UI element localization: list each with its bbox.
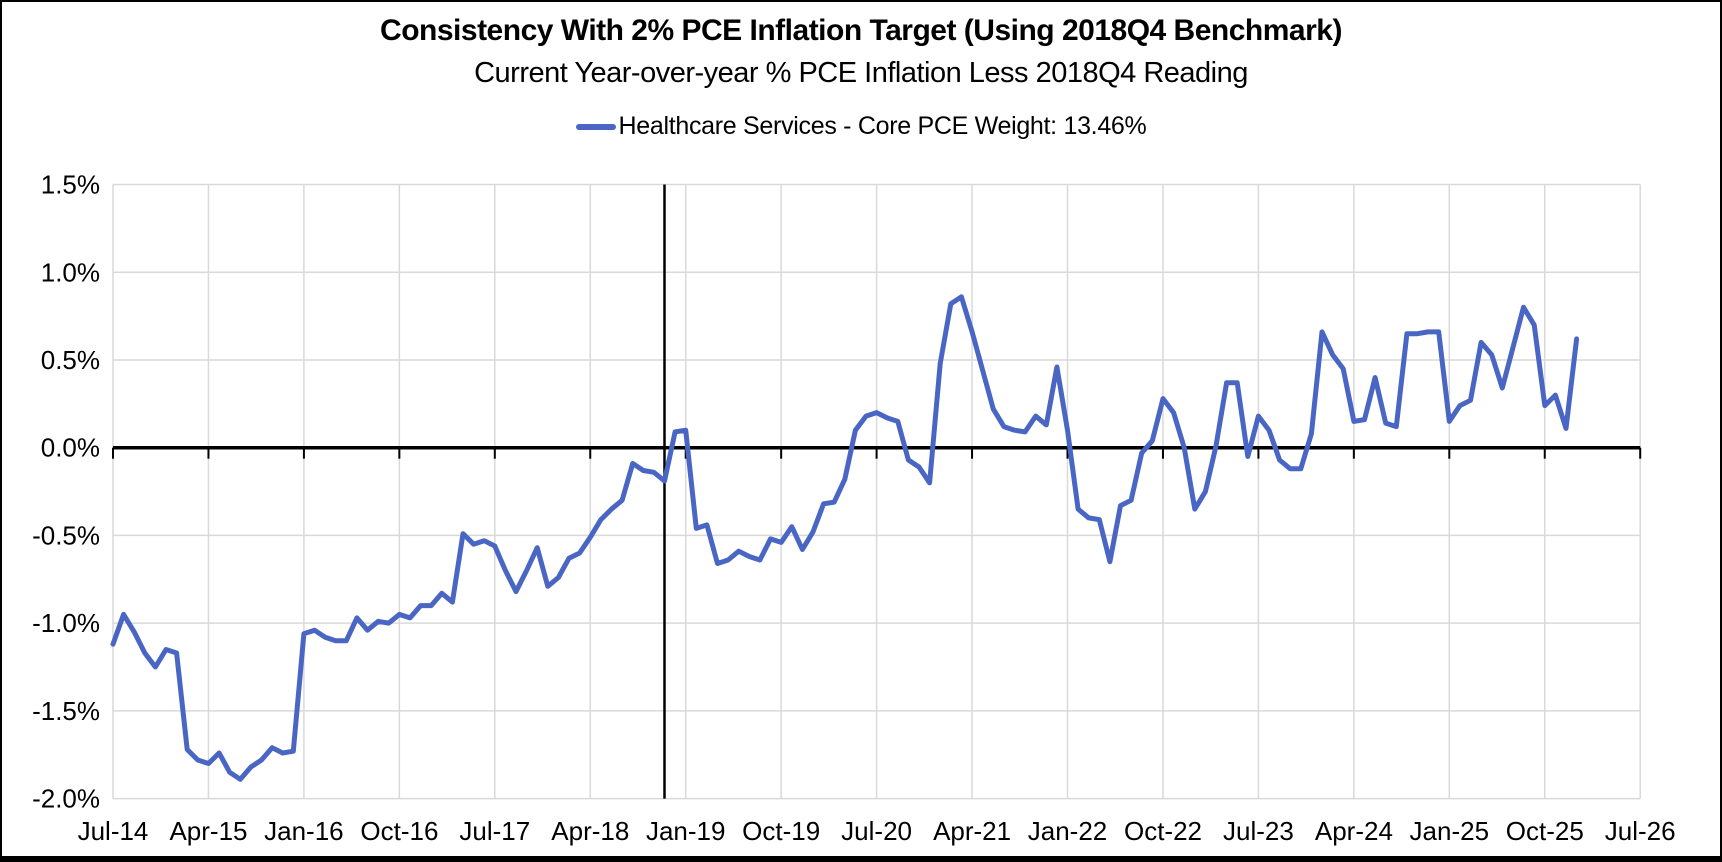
legend-label: Healthcare Services - Core PCE Weight: 1… bbox=[618, 112, 1147, 140]
x-axis-tick-label: Jul-23 bbox=[1223, 816, 1294, 846]
x-axis-tick-label: Jul-14 bbox=[78, 816, 149, 846]
y-axis-tick-label: 0.5% bbox=[41, 345, 100, 375]
y-axis-tick-label: 1.5% bbox=[41, 170, 100, 200]
y-axis-tick-label: 0.0% bbox=[41, 433, 100, 463]
legend-line-marker-icon bbox=[575, 123, 616, 130]
x-axis-tick-label: Jul-20 bbox=[841, 816, 912, 846]
y-axis-tick-label: -2.0% bbox=[32, 784, 100, 814]
x-axis-tick-label: Jul-17 bbox=[459, 816, 530, 846]
x-axis-tick-label: Apr-24 bbox=[1315, 816, 1393, 846]
x-axis-tick-label: Apr-21 bbox=[933, 816, 1011, 846]
x-axis-tick-label: Oct-22 bbox=[1124, 816, 1202, 846]
y-axis-tick-label: -1.5% bbox=[32, 696, 100, 726]
x-axis-tick-label: Apr-18 bbox=[551, 816, 629, 846]
x-axis-tick-label: Jan-22 bbox=[1028, 816, 1108, 846]
x-axis-tick-label: Jul-26 bbox=[1605, 816, 1676, 846]
y-axis-tick-label: 1.0% bbox=[41, 257, 100, 287]
x-axis-tick-label: Jan-19 bbox=[646, 816, 726, 846]
x-axis-tick-label: Oct-25 bbox=[1506, 816, 1584, 846]
x-axis-tick-label: Jan-25 bbox=[1410, 816, 1490, 846]
healthcare-services-series-line bbox=[110, 294, 1580, 782]
chart-subtitle: Current Year-over-year % PCE Inflation L… bbox=[474, 57, 1248, 89]
chart-legend: Healthcare Services - Core PCE Weight: 1… bbox=[2, 112, 1720, 141]
y-axis-tick-label: -1.0% bbox=[32, 608, 100, 638]
x-axis-tick-label: Apr-15 bbox=[169, 816, 247, 846]
y-axis-tick-label: -0.5% bbox=[32, 520, 100, 550]
chart-title: Consistency With 2% PCE Inflation Target… bbox=[380, 14, 1342, 47]
x-axis-tick-label: Oct-16 bbox=[360, 816, 438, 846]
x-axis-tick-label: Oct-19 bbox=[742, 816, 820, 846]
x-axis-tick-label: Jan-16 bbox=[264, 816, 344, 846]
